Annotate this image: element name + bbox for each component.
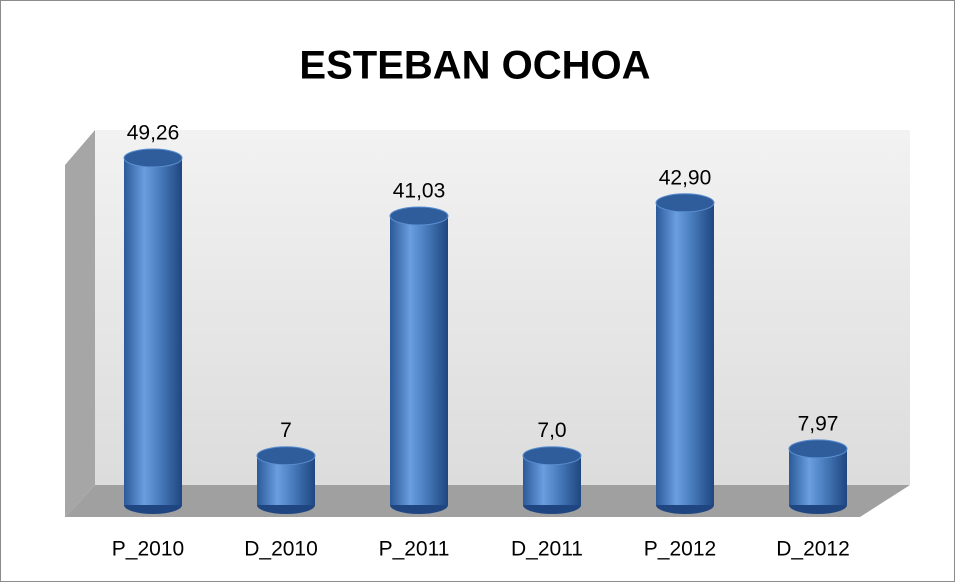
chart-title: ESTEBAN OCHOA: [299, 44, 650, 88]
x-tick-label: D_2011: [511, 538, 583, 561]
x-tick-label: D_2012: [776, 538, 850, 561]
x-tick-label: P_2011: [379, 538, 450, 561]
bar-top: [788, 439, 848, 459]
x-tick-label: D_2010: [244, 538, 318, 561]
bar-top: [655, 193, 715, 213]
bar-top: [522, 446, 582, 466]
value-label: 42,90: [659, 166, 712, 189]
value-label: 41,03: [393, 180, 446, 203]
bar-top: [123, 148, 183, 168]
back-wall: [95, 130, 910, 485]
bar: [656, 202, 714, 506]
value-label: 7: [280, 419, 292, 442]
x-tick-label: P_2012: [644, 538, 716, 561]
bar-top: [389, 206, 449, 226]
value-label: 49,26: [127, 122, 180, 145]
bar-top: [256, 446, 316, 466]
side-wall: [65, 130, 95, 517]
floor: [65, 485, 910, 517]
bar: [124, 158, 182, 505]
value-label: 7,97: [798, 412, 839, 435]
x-tick-label: P_2010: [112, 538, 184, 561]
value-label: 7,0: [537, 419, 566, 442]
bar: [390, 215, 448, 505]
